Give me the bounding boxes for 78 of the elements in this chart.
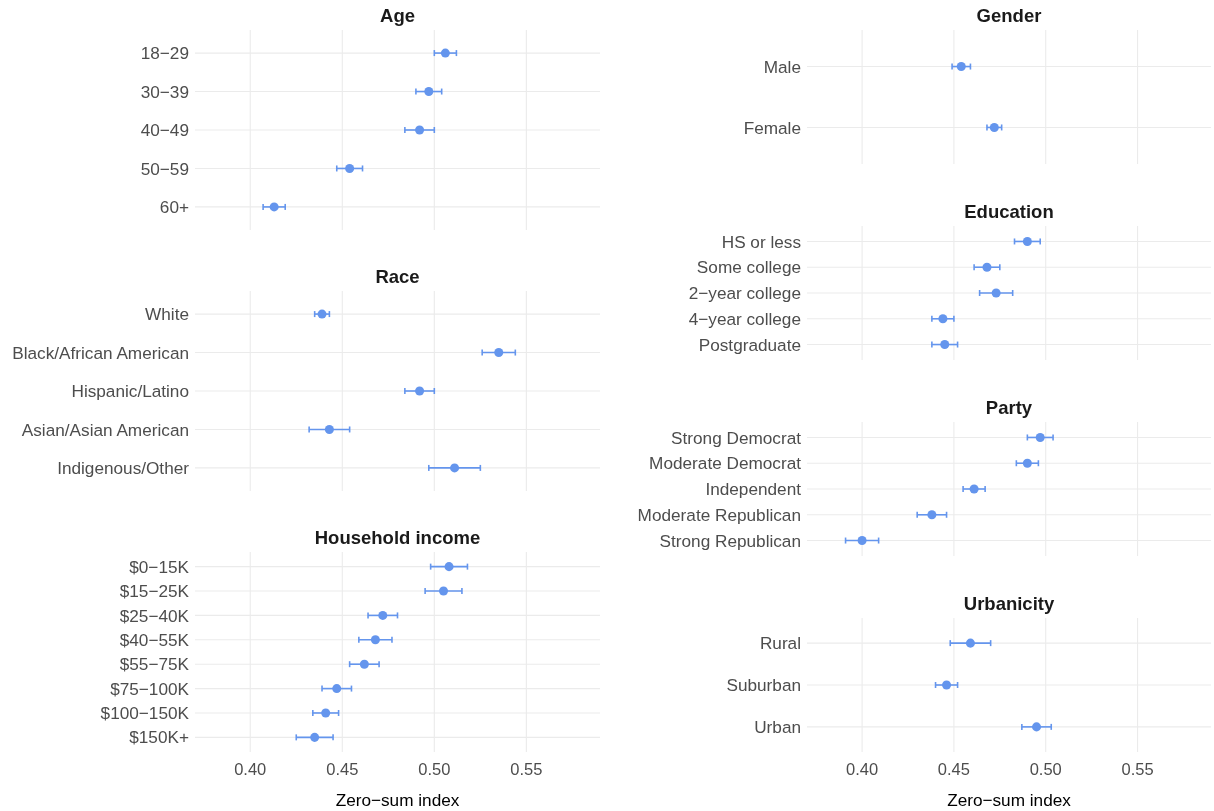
y-tick-label: 40−49 [140,120,189,141]
point [1022,236,1032,246]
point [370,635,380,645]
point [940,340,950,350]
x-tick-label: 0.50 [418,759,451,778]
x-tick-label: 0.55 [1121,759,1154,778]
point [982,262,992,272]
point [321,708,331,718]
y-tick-label: Black/African American [12,342,189,363]
chart-title: Party [985,397,1033,418]
x-tick-label: 0.45 [937,759,970,778]
y-tick-label: $150K+ [129,727,189,748]
y-tick-label: $75−100K [110,678,190,699]
y-tick-label: Postgraduate [698,334,801,355]
y-tick-label: $15−25K [119,581,190,602]
y-tick-label: Strong Democrat [671,427,802,448]
y-tick-label: Strong Republican [659,530,801,551]
point [324,424,334,434]
point [439,586,449,596]
y-tick-label: Indigenous/Other [57,458,190,479]
point [345,163,355,173]
point [378,610,388,620]
y-tick-label: $40−55K [119,629,190,650]
point [450,463,460,473]
point [991,288,1001,298]
point [424,87,434,97]
point [1022,458,1032,468]
y-tick-label: 50−59 [140,158,189,179]
y-tick-label: 30−39 [140,81,189,102]
y-tick-label: Moderate Republican [637,504,801,525]
y-tick-label: HS or less [721,231,801,252]
y-tick-label: Moderate Democrat [649,453,802,474]
y-tick-label: Female [743,117,801,138]
chart-title: Age [380,5,415,26]
point [444,562,454,572]
chart-title: Education [964,201,1054,222]
y-tick-label: White [145,304,189,325]
y-tick-label: 2−year college [688,283,801,304]
x-tick-label: 0.55 [510,759,543,778]
point [857,536,867,546]
x-tick-label: 0.45 [326,759,359,778]
y-tick-label: 60+ [159,197,189,218]
y-tick-label: Rural [759,633,801,654]
y-tick-label: 18−29 [140,43,189,64]
point [494,348,504,358]
chart-title: Urbanicity [963,593,1055,614]
point [269,202,279,212]
y-tick-label: Some college [696,257,801,278]
y-tick-label: $25−40K [119,605,190,626]
point [440,48,450,58]
point [969,484,979,494]
y-tick-label: 4−year college [688,308,801,329]
chart-title: Race [375,266,420,287]
y-tick-label: Independent [705,479,802,500]
point [927,510,937,520]
chart-title: Household income [314,527,481,548]
x-tick-label: 0.40 [846,759,879,778]
x-axis-title: Zero−sum index [335,790,460,810]
y-tick-label: Urban [754,716,801,737]
point [310,732,320,742]
point [415,125,425,135]
y-tick-label: $100−150K [100,703,190,724]
point [332,684,342,694]
x-tick-label: 0.50 [1029,759,1062,778]
point [415,386,425,396]
x-axis-title: Zero−sum index [947,790,1072,810]
y-tick-label: Suburban [726,675,801,696]
x-tick-label: 0.40 [234,759,267,778]
chart-title: Gender [976,5,1042,26]
point [359,659,369,669]
y-tick-label: $55−75K [119,654,190,675]
point [317,309,327,319]
y-tick-label: Asian/Asian American [21,419,189,440]
y-tick-label: Hispanic/Latino [71,381,189,402]
y-tick-label: Male [763,56,801,77]
y-tick-label: $0−15K [129,556,190,577]
point [938,314,948,324]
point [1035,432,1045,442]
